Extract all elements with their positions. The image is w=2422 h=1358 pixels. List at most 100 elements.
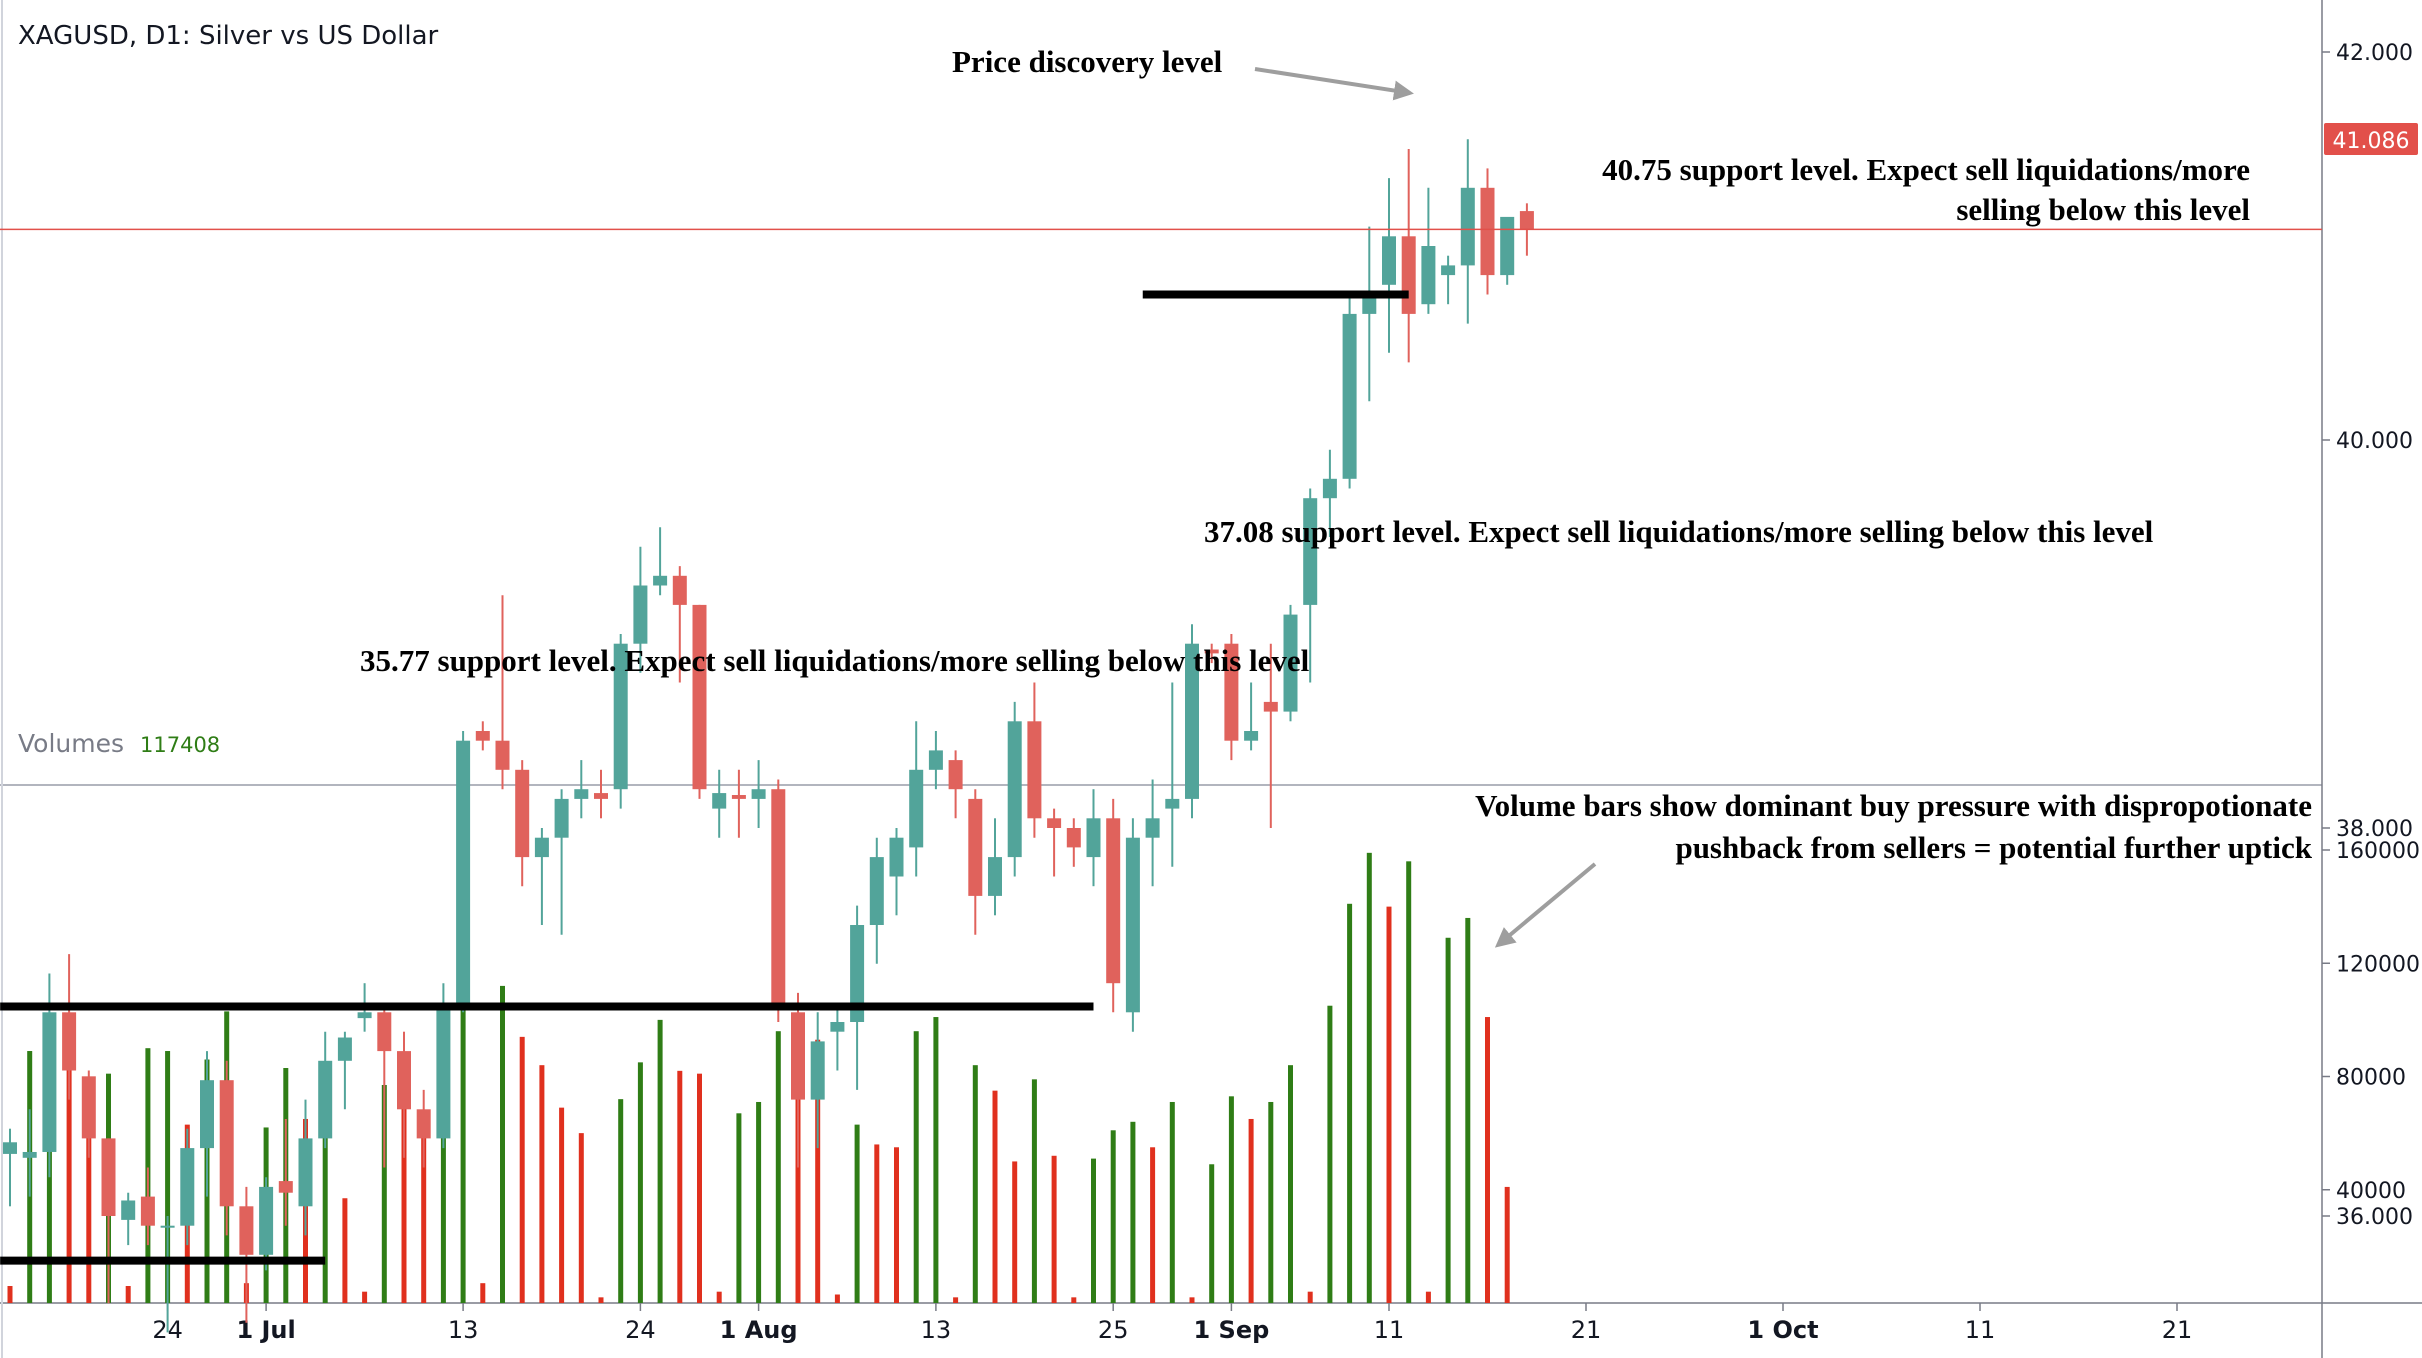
candle	[1421, 187, 1436, 314]
candle	[121, 1192, 136, 1246]
candle	[850, 905, 865, 1090]
volume-bar	[1031, 1079, 1037, 1303]
candle-body	[1047, 818, 1062, 828]
volume-bar	[1485, 1017, 1490, 1303]
candle-body	[653, 575, 668, 586]
candle-body	[1086, 818, 1101, 858]
candle	[1066, 818, 1081, 867]
candle	[1007, 701, 1022, 877]
time-tick-label: 21	[2162, 1316, 2193, 1344]
candle-body	[613, 643, 628, 790]
volume-bar	[1150, 1147, 1156, 1303]
volume-bar	[460, 988, 466, 1303]
candle	[791, 992, 805, 1168]
candle	[1322, 449, 1337, 537]
volume-bar	[637, 1062, 643, 1303]
candle	[495, 595, 510, 790]
candle-body	[712, 793, 727, 809]
volume-bar	[933, 1017, 939, 1303]
candle	[337, 1031, 352, 1110]
annotation-volume-note-line2: pushback from sellers = potential furthe…	[1675, 830, 2312, 865]
candle	[771, 779, 786, 1022]
volume-bar	[756, 1101, 762, 1303]
volume-bar	[539, 1065, 545, 1303]
volume-bar	[1327, 1005, 1333, 1303]
candle	[239, 1186, 254, 1323]
volume-note-arrow	[1494, 862, 1597, 948]
time-tick-label: 1 Oct	[1747, 1316, 1818, 1344]
candle-body	[1145, 818, 1160, 838]
candle	[1362, 226, 1377, 402]
candle-body	[495, 740, 510, 770]
candle	[613, 634, 628, 809]
candle	[1125, 818, 1140, 1032]
candle-body	[1519, 211, 1534, 230]
candle-body	[140, 1196, 155, 1226]
candle-body	[1204, 649, 1219, 654]
volume-tick-label: 80000	[2336, 1066, 2406, 1091]
volume-bar	[559, 1107, 565, 1303]
candle	[988, 818, 1002, 916]
candle-body	[830, 1022, 845, 1032]
time-tick-label: 1 Sep	[1194, 1316, 1270, 1344]
candle	[278, 1119, 293, 1226]
candle-body	[1342, 313, 1357, 479]
candle-body	[1165, 798, 1180, 809]
candle	[200, 1051, 214, 1197]
price-discovery-arrow	[1254, 67, 1414, 101]
candle-body	[1401, 236, 1416, 314]
candle-body	[1283, 614, 1298, 712]
candle-body	[1185, 643, 1199, 799]
candle	[1145, 779, 1160, 887]
candle-body	[278, 1181, 293, 1193]
candle-body	[1106, 818, 1121, 984]
candle	[1165, 682, 1180, 867]
candle	[1086, 789, 1101, 887]
volume-bar	[1130, 1121, 1136, 1303]
candle	[1480, 168, 1495, 295]
volume-bar	[500, 985, 505, 1303]
price-tick-label: 42.000	[2336, 41, 2413, 66]
candle-body	[22, 1151, 37, 1158]
chart-title: XAGUSD, D1: Silver vs US Dollar	[18, 21, 439, 51]
volume-bar	[972, 1065, 978, 1303]
candle-body	[62, 1012, 77, 1071]
volume-bar	[716, 1291, 722, 1303]
price-tick-label: 36.000	[2336, 1205, 2413, 1230]
candle	[948, 750, 963, 819]
candle	[436, 983, 451, 1149]
time-tick-label: 21	[1571, 1316, 1602, 1344]
candlesticks	[3, 139, 1534, 1333]
time-tick-label: 1 Jul	[236, 1316, 295, 1344]
candle-body	[180, 1148, 195, 1226]
candle-body	[239, 1206, 254, 1255]
candle-body	[1421, 246, 1436, 305]
candle-body	[1362, 294, 1377, 314]
volume-bar	[697, 1073, 702, 1303]
candle-body	[751, 789, 766, 799]
candle	[1303, 488, 1318, 683]
volume-tick-label: 120000	[2336, 952, 2420, 977]
candle-body	[1500, 216, 1515, 276]
candle-body	[1322, 478, 1337, 499]
candle-body	[633, 585, 648, 644]
candle	[397, 1031, 411, 1158]
candle	[219, 1060, 234, 1236]
candle-body	[42, 1012, 57, 1152]
candle	[633, 546, 648, 673]
candle-body	[968, 798, 983, 896]
candle	[968, 789, 983, 935]
volume-tick-label: 40000	[2336, 1179, 2406, 1204]
volume-bar	[86, 1121, 92, 1303]
candle	[712, 769, 727, 838]
volume-bar	[1465, 917, 1471, 1303]
candle	[534, 828, 549, 925]
candle-body	[1441, 265, 1456, 276]
candle	[62, 954, 77, 1100]
volume-bar	[854, 1124, 860, 1303]
candle	[1106, 798, 1121, 1013]
candle-body	[1007, 721, 1022, 858]
candle	[1283, 604, 1298, 722]
volume-bar	[913, 1031, 919, 1303]
